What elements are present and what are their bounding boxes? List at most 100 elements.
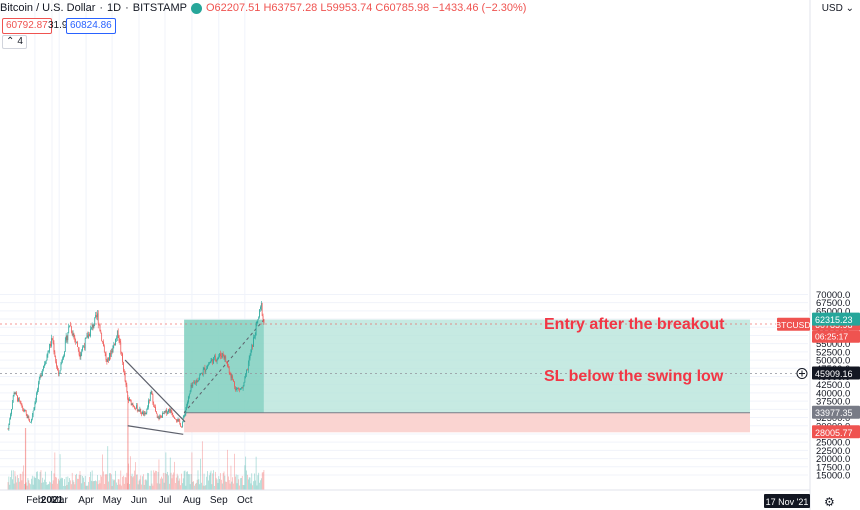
candle-body: [224, 356, 226, 359]
candle-body: [215, 359, 217, 362]
volume-bar: [14, 471, 16, 490]
settings-gear-icon[interactable]: ⚙: [824, 495, 835, 509]
volume-bar: [132, 477, 134, 490]
volume-bar: [118, 479, 120, 490]
candle-body: [213, 357, 214, 364]
volume-bar: [44, 471, 46, 490]
volume-bar: [56, 477, 57, 490]
volume-bar: [136, 474, 137, 490]
profit-zone-extension: [263, 319, 750, 413]
volume-bar: [178, 480, 180, 490]
volume-bar: [191, 452, 193, 490]
volume-bar: [48, 483, 50, 490]
candle-body: [65, 336, 67, 341]
candle-body: [193, 382, 194, 384]
sell-button[interactable]: 60792.87: [2, 18, 52, 34]
indicators-toggle[interactable]: ⌃ 4: [2, 35, 27, 49]
candle-body: [170, 409, 172, 413]
candle-body: [218, 356, 220, 358]
volume-bar: [232, 477, 234, 490]
date-cursor-label: [764, 494, 810, 508]
volume-bar: [31, 478, 32, 490]
candle-body: [115, 338, 116, 345]
volume-bar: [263, 470, 265, 490]
candle-body: [9, 419, 11, 424]
volume-bar: [142, 474, 144, 490]
candle-body: [102, 341, 103, 342]
candle-body: [223, 354, 225, 359]
volume-bar: [16, 482, 18, 490]
candle-body: [186, 405, 188, 409]
volume-bar: [7, 482, 9, 490]
candle-body: [162, 412, 164, 414]
volume-bar: [207, 471, 208, 490]
candle-body: [252, 345, 253, 347]
volume-bar: [122, 476, 123, 490]
buy-button[interactable]: 60824.86: [66, 18, 116, 34]
date-cursor-text: 17 Nov '21: [766, 497, 809, 507]
currency-selector[interactable]: USD ⌄: [822, 3, 854, 14]
candle-body: [236, 388, 238, 390]
candle-body: [142, 411, 143, 415]
volume-bar: [221, 483, 223, 490]
time-tick-label: Feb: [26, 495, 44, 506]
volume-bar: [116, 484, 118, 490]
price-label-box: [812, 312, 860, 326]
interval[interactable]: 1D: [107, 2, 122, 14]
volume-bar: [224, 475, 226, 490]
candle-body: [233, 379, 234, 382]
candle-body: [138, 410, 140, 412]
time-tick-label: Apr: [78, 495, 94, 506]
volume-bar: [74, 484, 76, 490]
candle-body: [235, 389, 237, 391]
candle-body: [144, 412, 146, 414]
candle-body: [162, 412, 163, 418]
volume-bar: [201, 441, 203, 490]
volume-bar: [115, 470, 116, 490]
candle-body: [77, 341, 78, 347]
candle-body: [111, 351, 113, 352]
volume-bar: [208, 480, 209, 490]
volume-bar: [177, 475, 179, 490]
candle-body: [246, 369, 247, 375]
volume-bar: [13, 483, 15, 490]
candle-body: [18, 398, 20, 401]
candle-body: [171, 412, 173, 415]
candle-body: [33, 407, 35, 411]
candle-body: [158, 417, 160, 419]
candle-body: [234, 381, 235, 387]
candle-body: [185, 408, 187, 415]
volume-bar: [258, 472, 260, 490]
candle-body: [38, 378, 40, 383]
volume-bar: [197, 470, 199, 490]
volume-bar: [201, 482, 202, 490]
volume-bar: [205, 485, 207, 490]
volume-bar: [98, 480, 100, 490]
candle-body: [58, 372, 60, 374]
candle-body: [31, 415, 33, 419]
volume-bar: [38, 478, 39, 490]
candle-body: [228, 367, 230, 374]
volume-bar: [248, 477, 250, 490]
candle-body: [253, 337, 254, 347]
candle-body: [164, 411, 166, 412]
candle-body: [62, 358, 64, 361]
candle-body: [177, 419, 179, 422]
price-tick-label: 37500.0: [816, 397, 850, 408]
volume-bar: [212, 473, 214, 490]
symbol-name[interactable]: Bitcoin / U.S. Dollar: [0, 2, 96, 14]
volume-bar: [37, 471, 38, 490]
candle-body: [129, 399, 131, 401]
volume-bar: [12, 470, 14, 490]
candle-body: [25, 410, 26, 412]
volume-bar: [229, 483, 231, 490]
trendline-pointer: [183, 420, 186, 423]
candle-body: [127, 391, 129, 399]
chart-header: Bitcoin / U.S. Dollar · 1D · BITSTAMP O6…: [0, 2, 527, 14]
candle-body: [161, 416, 162, 418]
candle-body: [128, 398, 129, 401]
volume-bar: [128, 463, 129, 490]
candle-body: [56, 361, 57, 367]
candle-body: [107, 357, 109, 362]
